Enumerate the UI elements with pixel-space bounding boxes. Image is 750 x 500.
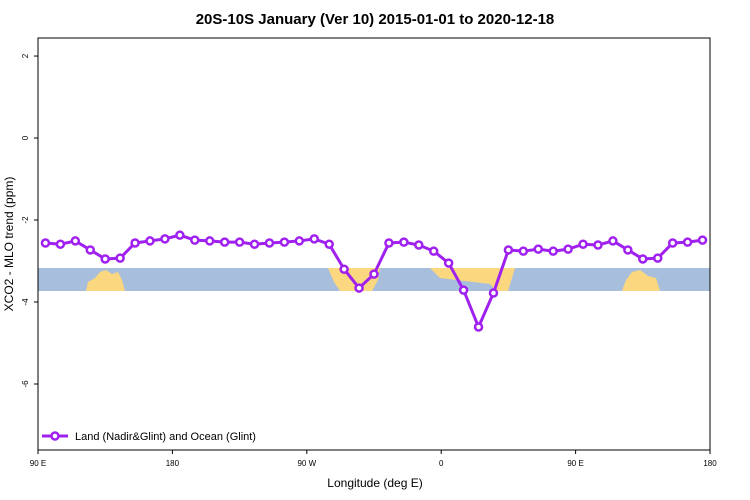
- x-tick-label: 0: [439, 459, 444, 468]
- data-point: [354, 283, 364, 293]
- data-point: [414, 240, 424, 250]
- data-point: [160, 234, 170, 244]
- data-point: [578, 239, 588, 249]
- legend-marker: [50, 431, 60, 441]
- y-tick-label: -4: [21, 298, 30, 306]
- data-point: [518, 246, 529, 256]
- data-point: [279, 237, 290, 247]
- data-point: [458, 285, 469, 295]
- land-patch: [622, 270, 660, 291]
- data-point: [130, 238, 140, 248]
- data-point: [533, 244, 544, 254]
- data-point: [309, 234, 320, 244]
- data-point: [443, 258, 454, 268]
- x-tick-label: 180: [703, 459, 717, 468]
- data-point: [115, 253, 125, 263]
- data-point: [488, 288, 499, 298]
- x-tick-label: 90 E: [567, 459, 583, 468]
- data-point: [249, 239, 260, 249]
- data-point: [55, 239, 66, 249]
- data-point: [638, 254, 648, 264]
- x-tick-label: 180: [166, 459, 180, 468]
- legend-label: Land (Nadir&Glint) and Ocean (Glint): [75, 431, 256, 443]
- data-point: [175, 230, 185, 240]
- data-point: [85, 245, 96, 255]
- data-point: [563, 244, 573, 254]
- data-point: [652, 253, 663, 263]
- plot-frame: [37, 37, 711, 451]
- x-tick-label: 90 E: [30, 459, 46, 468]
- data-point: [339, 264, 349, 274]
- data-point: [548, 246, 558, 256]
- data-point: [682, 237, 693, 247]
- data-point: [190, 235, 200, 245]
- data-point: [428, 246, 439, 256]
- data-point: [40, 238, 51, 248]
- data-point: [399, 237, 409, 247]
- chart-title: 20S-10S January (Ver 10) 2015-01-01 to 2…: [196, 11, 555, 28]
- y-tick-label: 2: [21, 53, 30, 58]
- data-point: [473, 322, 484, 332]
- y-axis-label: XCO2 - MLO trend (ppm): [2, 177, 16, 312]
- data-point: [369, 269, 379, 279]
- data-point: [145, 236, 155, 246]
- map-strip: [38, 268, 710, 291]
- data-point: [264, 238, 275, 248]
- x-axis-label: Longitude (deg E): [327, 476, 422, 490]
- data-point: [70, 236, 81, 246]
- y-tick-label: -6: [21, 380, 30, 388]
- data-point: [608, 236, 618, 246]
- y-tick-label: -2: [21, 216, 30, 224]
- land-patch: [86, 270, 125, 291]
- data-point: [697, 235, 708, 245]
- data-point: [384, 238, 394, 248]
- data-point: [100, 254, 110, 264]
- data-point: [667, 238, 678, 248]
- data-point: [234, 237, 245, 247]
- y-tick-label: 0: [21, 135, 30, 140]
- legend: Land (Nadir&Glint) and Ocean (Glint): [42, 431, 256, 443]
- data-point: [324, 239, 334, 249]
- land-patch: [430, 268, 515, 291]
- data-point: [593, 240, 603, 250]
- x-tick-label: 90 W: [297, 459, 316, 468]
- data-point: [623, 245, 633, 255]
- data-point: [503, 245, 514, 255]
- data-point: [219, 237, 230, 247]
- data-point: [204, 236, 215, 246]
- data-point: [294, 236, 305, 246]
